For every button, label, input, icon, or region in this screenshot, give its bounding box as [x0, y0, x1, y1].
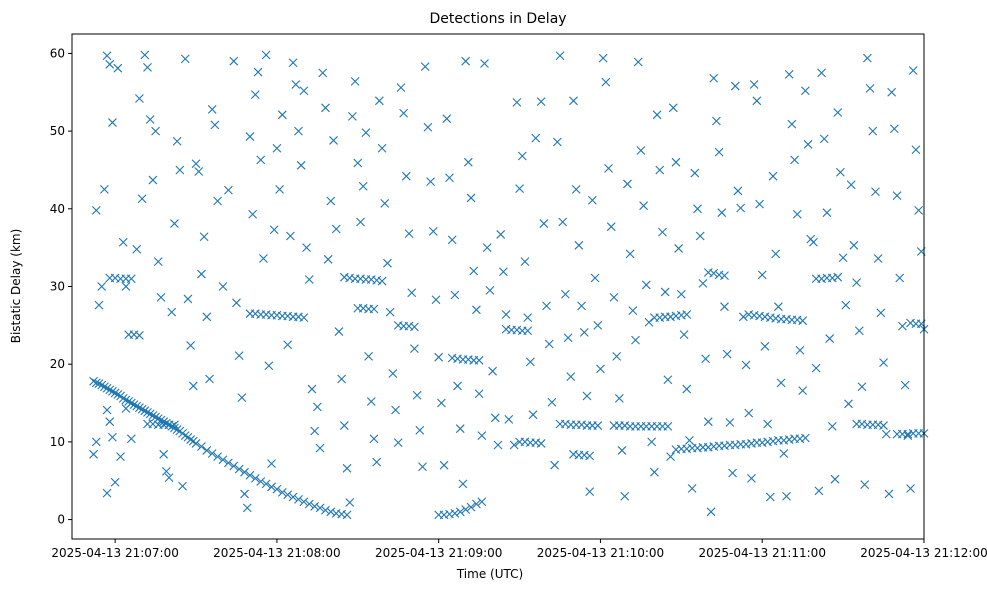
y-tick-label: 20 — [50, 357, 65, 371]
x-tick-label: 2025-04-13 21:12:00 — [860, 546, 987, 560]
y-tick-label: 40 — [50, 202, 65, 216]
x-tick-label: 2025-04-13 21:10:00 — [537, 546, 664, 560]
y-tick-label: 30 — [50, 280, 65, 294]
y-tick-label: 0 — [57, 513, 65, 527]
x-tick-label: 2025-04-13 21:07:00 — [51, 546, 178, 560]
y-tick-label: 50 — [50, 124, 65, 138]
plot-area-background — [72, 34, 924, 539]
x-tick-label: 2025-04-13 21:11:00 — [699, 546, 826, 560]
x-axis-label: Time (UTC) — [456, 567, 523, 581]
x-tick-label: 2025-04-13 21:08:00 — [213, 546, 340, 560]
x-tick-label: 2025-04-13 21:09:00 — [375, 546, 502, 560]
y-tick-label: 60 — [50, 46, 65, 60]
y-tick-label: 10 — [50, 435, 65, 449]
y-axis-label: Bistatic Delay (km) — [9, 229, 23, 344]
chart-title: Detections in Delay — [429, 11, 566, 27]
